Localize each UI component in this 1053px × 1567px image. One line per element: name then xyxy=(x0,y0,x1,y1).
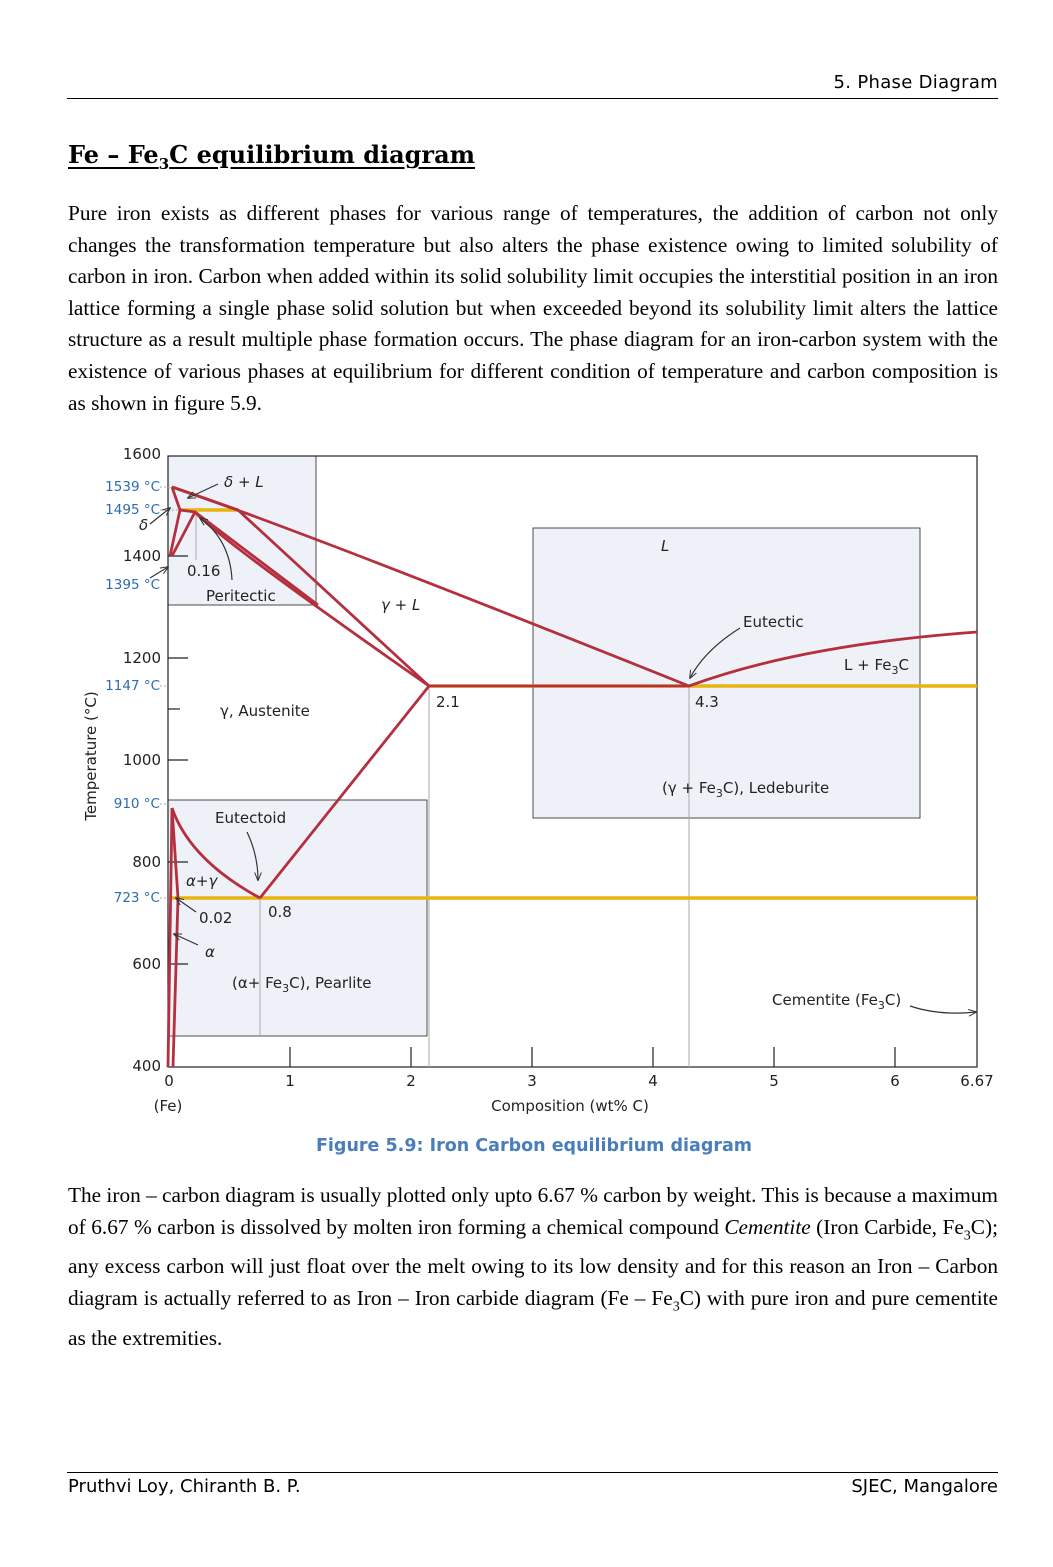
a3-line xyxy=(170,807,261,900)
svg-text:α: α xyxy=(205,943,215,961)
svg-text:723 °C: 723 °C xyxy=(114,890,160,906)
svg-text:1200: 1200 xyxy=(123,649,161,667)
header-rule xyxy=(67,98,998,99)
svg-text:1147 °C: 1147 °C xyxy=(105,678,160,694)
fe-label: (Fe) xyxy=(154,1097,183,1115)
svg-text:γ + L: γ + L xyxy=(381,596,420,614)
composition-guide-lines xyxy=(195,510,690,1067)
svg-text:1495 °C: 1495 °C xyxy=(105,502,160,518)
svg-text:2.1: 2.1 xyxy=(436,693,460,711)
svg-text:Eutectic: Eutectic xyxy=(743,613,804,631)
svg-text:L: L xyxy=(661,537,669,555)
svg-text:L + Fe3C: L + Fe3C xyxy=(844,656,909,677)
svg-text:(α+ Fe3C), Pearlite: (α+ Fe3C), Pearlite xyxy=(232,974,372,995)
y-axis-label: Temperature (°C) xyxy=(82,691,100,821)
svg-text:4: 4 xyxy=(648,1072,658,1090)
svg-text:0: 0 xyxy=(164,1072,174,1090)
phase-boundaries xyxy=(166,485,978,1068)
svg-text:δ: δ xyxy=(139,516,148,534)
svg-text:δ + L: δ + L xyxy=(224,473,264,491)
svg-text:6.67: 6.67 xyxy=(960,1072,993,1090)
svg-text:1400: 1400 xyxy=(123,547,161,565)
page-title: Fe – Fe3C equilibrium diagram xyxy=(68,140,476,173)
svg-text:Peritectic: Peritectic xyxy=(206,587,276,605)
svg-text:Eutectoid: Eutectoid xyxy=(215,809,286,827)
liquidus-line xyxy=(171,485,978,688)
svg-text:800: 800 xyxy=(132,853,161,871)
x-axis-label: Composition (wt% C) xyxy=(491,1097,649,1115)
header-section: 5. Phase Diagram xyxy=(833,72,998,93)
svg-text:0.8: 0.8 xyxy=(268,903,292,921)
footer-rule xyxy=(67,1472,998,1473)
svg-text:600: 600 xyxy=(132,955,161,973)
svg-text:(γ + Fe3C), Ledeburite: (γ + Fe3C), Ledeburite xyxy=(662,779,829,800)
svg-text:1: 1 xyxy=(285,1072,295,1090)
svg-text:0.02: 0.02 xyxy=(199,909,232,927)
conclusion-paragraph: The iron – carbon diagram is usually plo… xyxy=(68,1183,999,1350)
special-temperature-labels: 1539 °C 1495 °C 1395 °C 1147 °C 910 °C 7… xyxy=(105,479,160,906)
svg-text:400: 400 xyxy=(132,1057,161,1075)
svg-text:910 °C: 910 °C xyxy=(114,796,160,812)
svg-text:4.3: 4.3 xyxy=(695,693,719,711)
footer-authors: Pruthvi Loy, Chiranth B. P. xyxy=(68,1476,301,1497)
svg-text:6: 6 xyxy=(890,1072,900,1090)
svg-text:1539 °C: 1539 °C xyxy=(105,479,160,495)
svg-text:1395 °C: 1395 °C xyxy=(105,577,160,593)
svg-text:α+γ: α+γ xyxy=(186,872,218,890)
annotation-arrows xyxy=(149,483,976,1013)
svg-text:γ, Austenite: γ, Austenite xyxy=(220,702,310,720)
x-axis-ticks xyxy=(289,1047,896,1067)
svg-text:3: 3 xyxy=(527,1072,537,1090)
svg-text:1600: 1600 xyxy=(123,445,161,463)
figure-caption: Figure 5.9: Iron Carbon equilibrium diag… xyxy=(315,1136,753,1156)
gamma-upper xyxy=(194,510,319,607)
y-tick-labels: 1600 1400 1200 1000 800 600 400 xyxy=(123,445,161,1075)
alpha-left xyxy=(166,807,174,1068)
acm-line xyxy=(258,685,431,899)
plot-frame xyxy=(167,455,978,1068)
svg-text:1000: 1000 xyxy=(123,751,161,769)
phase-labels: δ + L δ 0.16 Peritectic γ + L L Eutectic… xyxy=(139,473,909,1012)
svg-text:5: 5 xyxy=(769,1072,779,1090)
svg-text:0.16: 0.16 xyxy=(187,562,220,580)
intro-paragraph: Pure iron exists as different phases for… xyxy=(68,201,998,415)
svg-text:2: 2 xyxy=(406,1072,416,1090)
svg-text:Cementite (Fe3C): Cementite (Fe3C) xyxy=(772,991,901,1012)
footer-institution: SJEC, Mangalore xyxy=(851,1476,998,1497)
eutectoid-region-box xyxy=(167,799,428,1037)
x-tick-labels: 0 1 2 3 4 5 6 6.67 xyxy=(164,1072,993,1090)
